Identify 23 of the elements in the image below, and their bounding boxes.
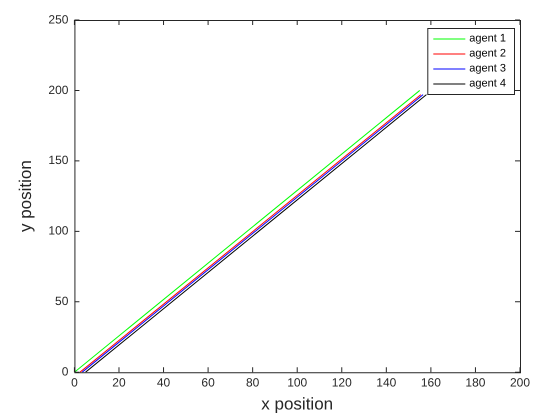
y-tick-label: 0 xyxy=(62,364,69,379)
x-tick-label: 40 xyxy=(156,376,171,390)
y-tick-label: 100 xyxy=(48,224,69,238)
y-tick-label: 50 xyxy=(55,294,69,308)
x-tick-label: 120 xyxy=(332,376,352,390)
legend-label: agent 4 xyxy=(469,78,506,90)
x-axis-title: x position xyxy=(261,394,334,414)
legend-label: agent 3 xyxy=(469,62,506,75)
y-tick-label: 150 xyxy=(48,153,69,168)
x-tick-label: 200 xyxy=(510,376,530,390)
x-tick-label: 180 xyxy=(465,376,486,390)
x-tick-label: 0 xyxy=(71,376,78,390)
x-tick-label: 80 xyxy=(246,376,260,390)
x-tick-label: 60 xyxy=(201,376,216,390)
x-tick-label: 100 xyxy=(287,376,308,390)
legend-label: agent 2 xyxy=(469,48,506,60)
x-tick-label: 20 xyxy=(112,376,126,390)
y-tick-label: 200 xyxy=(48,82,69,97)
legend-label: agent 1 xyxy=(469,32,506,45)
y-tick-label: 250 xyxy=(48,12,69,26)
x-tick-label: 140 xyxy=(376,376,397,390)
y-axis-title: y position xyxy=(16,160,35,232)
x-tick-label: 160 xyxy=(420,376,442,390)
